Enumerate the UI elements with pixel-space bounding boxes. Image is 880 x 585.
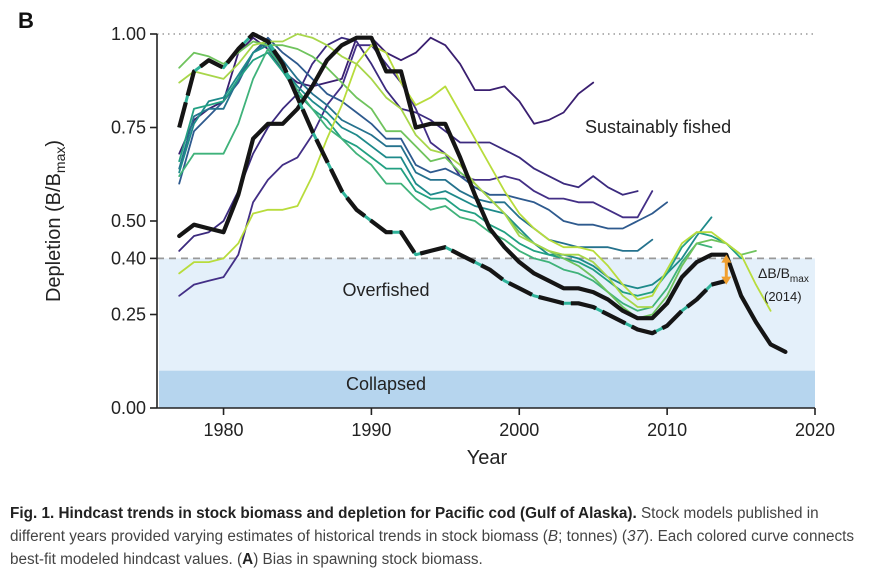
band-label-overfished: Overfished [342, 280, 429, 300]
figure-caption: Fig. 1. Hindcast trends in stock biomass… [10, 502, 870, 571]
caption-text-2: ; tonnes) ( [558, 528, 627, 545]
series-line-11 [178, 33, 654, 308]
series-line-1 [178, 36, 595, 155]
y-tick-label: 0.00 [111, 398, 146, 418]
caption-ref: 37 [626, 528, 644, 545]
caption-text-1: Stock models published in different year… [10, 505, 819, 545]
delta-arrow-head-up [721, 254, 732, 263]
x-tick-label: 2010 [647, 420, 687, 440]
series-line-10 [178, 44, 772, 312]
reference-lines [157, 33, 815, 260]
series-line-8 [178, 48, 713, 312]
x-axis-title: Year [467, 447, 508, 469]
y-tick-label: 0.50 [111, 211, 146, 231]
delta-label-sub: max [790, 274, 809, 285]
series-line-5 [178, 40, 654, 252]
y-axis-title-close: ) [43, 140, 65, 147]
caption-b-symbol: B [547, 528, 559, 545]
band-label-collapsed: Collapsed [346, 374, 426, 394]
band-overfished [159, 258, 815, 371]
band-collapsed [159, 370, 815, 408]
series-line-7 [178, 51, 742, 297]
caption-title: Fig. 1. Hindcast trends in stock biomass… [10, 505, 637, 522]
y-tick-label: 0.40 [111, 248, 146, 268]
delta-year-label: (2014) [764, 289, 802, 304]
sustainably-fished-label: Sustainably fished [585, 117, 731, 137]
delta-arrow-head-down [721, 276, 732, 285]
y-tick-label: 0.75 [111, 118, 146, 138]
x-tick-label: 1980 [204, 420, 244, 440]
delta-label: ΔB/Bmax [758, 265, 809, 285]
series-line-6 [178, 44, 713, 290]
series-line-3 [178, 44, 654, 297]
x-tick-label: 1990 [351, 420, 391, 440]
series-line-13 [177, 31, 727, 336]
caption-panel-ref: A [242, 551, 254, 568]
caption-text-4: ) Bias in spawning stock biomass. [253, 551, 483, 568]
y-axis-title-main: Depletion (B/B [43, 173, 65, 302]
axes: 0.00 0.25 0.40 0.50 0.75 1.00 1980 1990 2000 2010… [43, 24, 835, 469]
y-axis-title: Depletion (B/Bmax) [43, 140, 68, 302]
x-tick-label: 2000 [499, 420, 539, 440]
y-tick-label: 0.25 [111, 305, 146, 325]
y-axis-title-sub: max [52, 147, 68, 173]
series-line-12 [177, 35, 788, 354]
series-lines [177, 31, 788, 354]
y-tick-label: 1.00 [111, 24, 146, 44]
panel-label: B [18, 8, 34, 33]
series-line-4 [178, 36, 668, 230]
caption-text-3: ). Each colored curve connects best-fit … [10, 528, 855, 568]
series-line-2 [178, 36, 639, 252]
annotations: Sustainably fished ΔB/Bmax (2014) [585, 117, 809, 304]
x-tick-label: 2020 [795, 420, 835, 440]
status-bands: Collapsed Overfished [159, 258, 815, 408]
delta-label-main: ΔB/B [758, 265, 790, 281]
